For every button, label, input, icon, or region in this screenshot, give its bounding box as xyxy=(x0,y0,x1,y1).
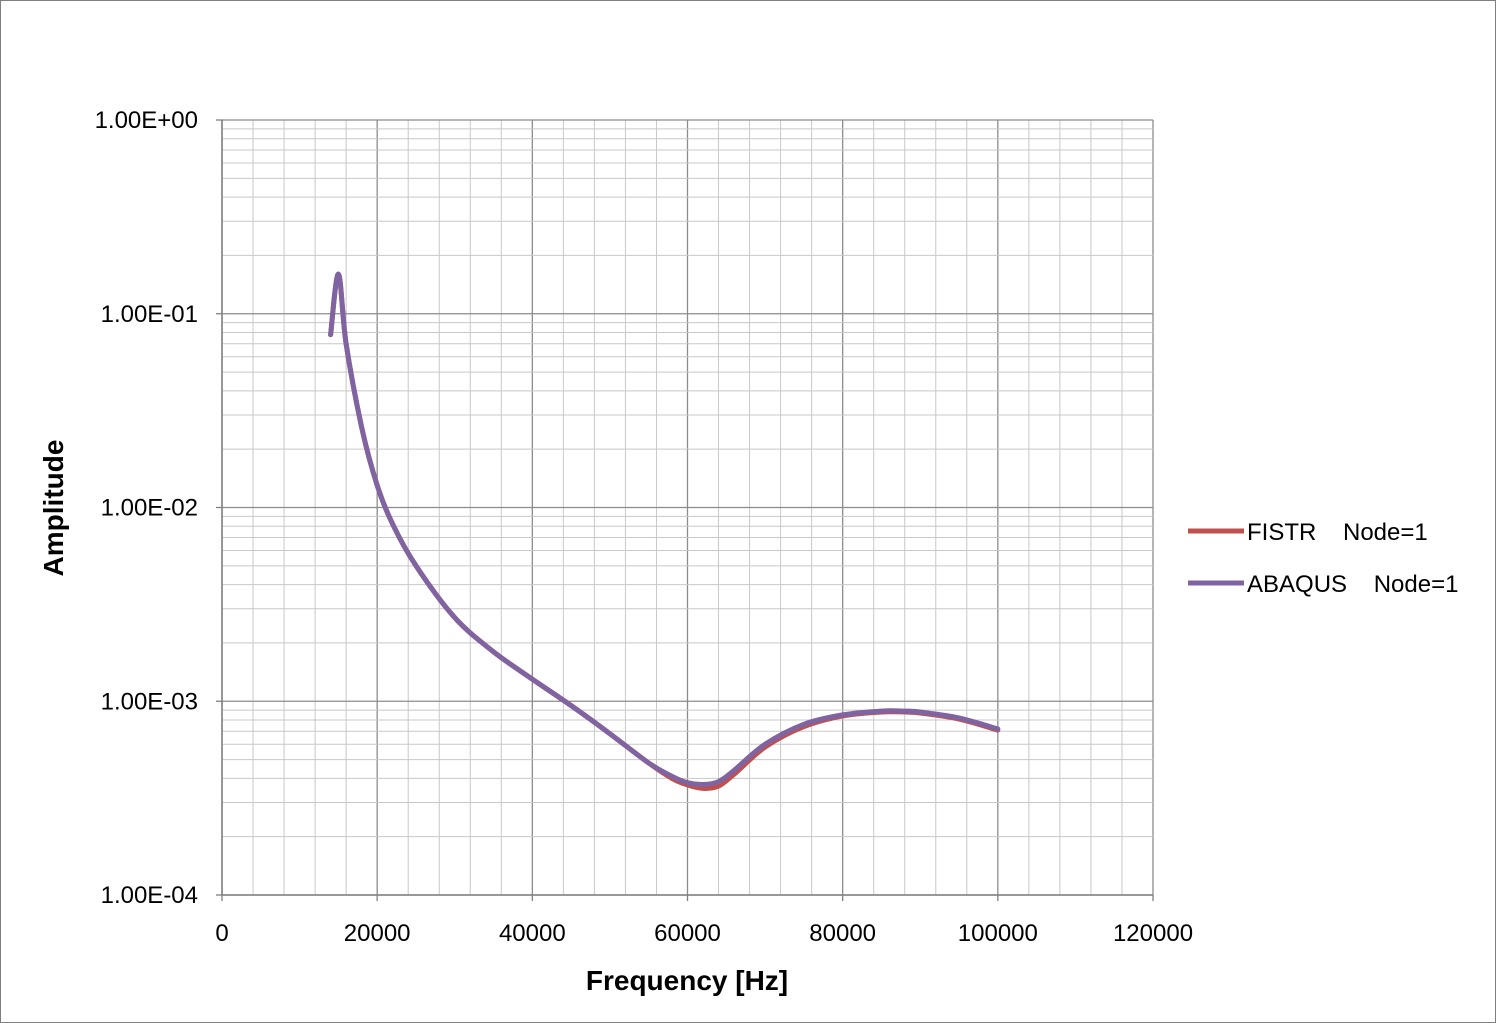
x-axis-title: Frequency [Hz] xyxy=(586,965,788,996)
plot-lines xyxy=(328,271,1001,791)
legend-item-abaqus: ABAQUS Node=1 xyxy=(1188,571,1458,598)
axes xyxy=(216,119,1154,901)
x-tick-label: 100000 xyxy=(958,920,1038,947)
y-tick-label: 1.00E-04 xyxy=(101,882,198,909)
y-tick-label: 1.00E-03 xyxy=(101,688,198,715)
legend-item-fistr: FISTR Node=1 xyxy=(1188,519,1428,546)
legend-label-fistr: FISTR Node=1 xyxy=(1247,519,1428,546)
x-tick-label: 80000 xyxy=(809,920,876,947)
legend-label-abaqus: ABAQUS Node=1 xyxy=(1247,571,1458,598)
x-tick-label: 40000 xyxy=(499,920,566,947)
x-tick-label: 20000 xyxy=(344,920,411,947)
x-tick-label: 60000 xyxy=(654,920,721,947)
legend: FISTR Node=1 ABAQUS Node=1 xyxy=(1188,519,1458,598)
y-tick-label: 1.00E+00 xyxy=(95,107,198,134)
series-line-abaqus xyxy=(328,271,1001,788)
grid xyxy=(221,119,1154,896)
x-tick-label: 0 xyxy=(215,920,228,947)
tick-labels: 0 20000 40000 60000 80000 100000 120000 1.00E-0… xyxy=(95,107,1193,947)
x-tick-label: 120000 xyxy=(1113,920,1193,947)
y-tick-label: 1.00E-01 xyxy=(101,301,198,328)
y-tick-label: 1.00E-02 xyxy=(101,495,198,522)
y-axis-title: Amplitude xyxy=(38,440,69,577)
